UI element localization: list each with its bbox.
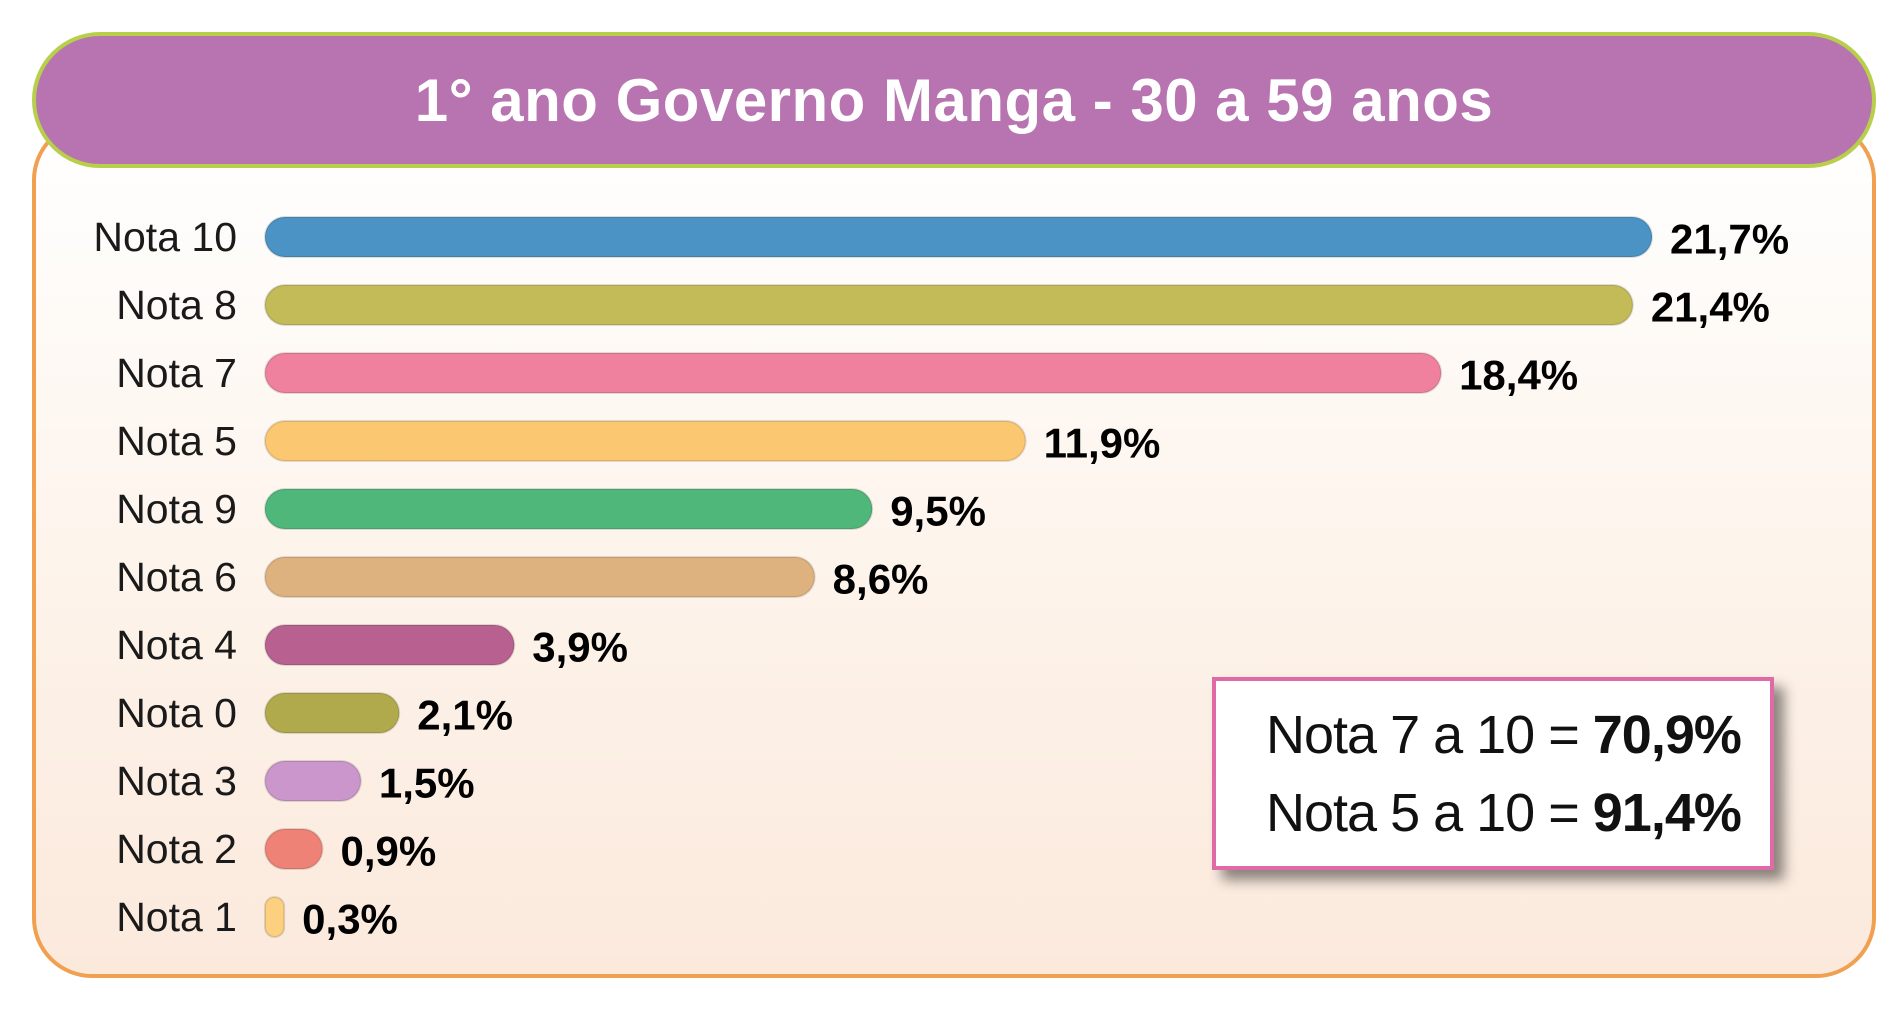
value-label: 0,3% (302, 896, 398, 943)
category-label: Nota 1 (116, 894, 237, 940)
summary-line-5-10: Nota 5 a 10 = 91,4% (1266, 774, 1770, 852)
value-label: 21,4% (1651, 284, 1770, 331)
category-label: Nota 9 (116, 486, 237, 532)
bar (264, 216, 1653, 258)
category-label: Nota 10 (93, 214, 237, 260)
bar (264, 556, 816, 598)
summary-line-7-10: Nota 7 a 10 = 70,9% (1266, 696, 1770, 774)
value-label: 0,9% (341, 828, 437, 875)
value-label: 11,9% (1044, 420, 1161, 467)
category-label: Nota 0 (116, 690, 237, 736)
summary-value: 91,4% (1592, 782, 1742, 843)
value-label: 1,5% (379, 760, 475, 807)
summary-text: Nota 7 a 10 = (1266, 704, 1593, 765)
value-label: 9,5% (890, 488, 986, 535)
category-label: Nota 4 (116, 622, 237, 668)
bar (264, 896, 286, 938)
bar (264, 828, 324, 870)
bar (264, 420, 1027, 462)
category-label: Nota 5 (116, 418, 237, 464)
chart-title-bar: 1° ano Governo Manga - 30 a 59 anos (32, 32, 1876, 168)
bar (264, 624, 516, 666)
value-label: 3,9% (532, 624, 628, 671)
bar (264, 692, 401, 734)
bar (264, 352, 1443, 394)
category-label: Nota 2 (116, 826, 237, 872)
value-label: 2,1% (417, 692, 513, 739)
value-label: 18,4% (1459, 352, 1578, 399)
value-label: 21,7% (1670, 216, 1789, 263)
bar (264, 284, 1634, 326)
bar (264, 760, 362, 802)
category-label: Nota 3 (116, 758, 237, 804)
category-label: Nota 6 (116, 554, 237, 600)
summary-text: Nota 5 a 10 = (1266, 782, 1593, 843)
bar (264, 488, 874, 530)
value-label: 8,6% (833, 556, 929, 603)
chart-title: 1° ano Governo Manga - 30 a 59 anos (414, 66, 1494, 134)
category-label: Nota 8 (116, 282, 237, 328)
summary-box: Nota 7 a 10 = 70,9% Nota 5 a 10 = 91,4% (1212, 677, 1774, 870)
summary-value: 70,9% (1592, 704, 1742, 765)
category-label: Nota 7 (116, 350, 237, 396)
